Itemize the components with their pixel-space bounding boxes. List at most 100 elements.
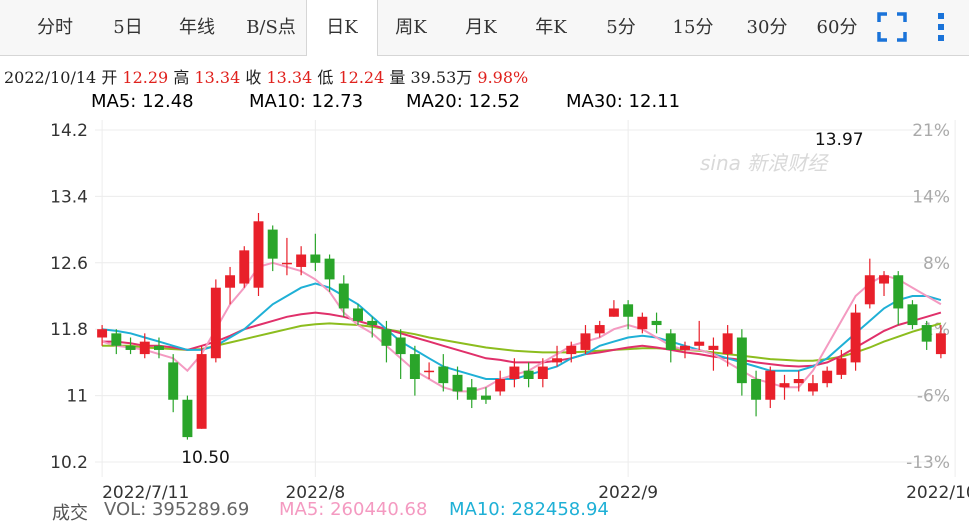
high-value: 13.34 [194,68,241,87]
candle-body [367,320,378,326]
candle-body [111,333,122,346]
candle-body [637,316,648,330]
tab-7[interactable]: 年K [535,17,567,38]
open-label: 开 [101,68,118,87]
x-tick-label: 2022/9 [598,483,658,503]
candle-body [452,374,463,392]
candle-body [552,358,563,363]
candle-body [239,250,250,284]
volume-ma10: MA10: 282458.94 [449,499,609,520]
candle-body [736,337,747,384]
tab-4[interactable]: 日K [306,0,378,56]
quote-date: 2022/10/14 [4,68,97,87]
y-tick-label: 14.2 [50,121,88,141]
pct-tick-label: 8% [923,254,950,274]
tab-1[interactable]: 5日 [113,17,143,38]
candle-body [466,387,477,400]
tab-6[interactable]: 月K [465,17,497,38]
candle-body [125,345,136,350]
volume-value: VOL: 395289.69 [104,499,250,520]
candle-body [836,358,847,375]
candle-body [850,312,861,363]
quote-info-bar: 2022/10/14 开 12.29 高 13.34 收 13.34 低 12.… [4,64,528,88]
tab-8[interactable]: 5分 [606,17,636,38]
candle-body [310,254,321,263]
y-tick-label: 10.2 [50,453,88,473]
extreme-annotation: 13.97 [815,130,864,150]
candle-body [509,366,520,379]
candle-body [665,333,676,350]
candle-body [424,370,435,373]
volume-label: 量 [389,68,406,87]
low-label: 低 [317,68,334,87]
candle-body [694,341,705,346]
high-label: 高 [173,68,190,87]
low-value: 12.24 [338,68,385,87]
x-tick-label: 2022/7/11 [102,483,189,503]
candle-body [225,275,236,288]
candle-body [153,345,164,350]
candle-body [338,283,349,309]
volume-title: 成交 [52,503,88,524]
pct-tick-label: -6% [917,387,950,407]
candle-body [381,329,392,346]
y-tick-label: 11.8 [50,320,88,340]
candle-body [139,341,150,355]
candle-body [608,308,619,317]
candle-body [594,325,605,334]
tab-0[interactable]: 分时 [37,17,73,38]
candle-body [921,325,932,342]
kline-chart[interactable]: 14.2 21%13.4 14%12.6 8%11.8 1%11 -6%10.2 -13%2… [0,110,969,510]
y-tick-label: 13.4 [50,187,88,207]
candle-body [907,304,918,326]
extreme-annotation: 10.50 [181,448,230,468]
candle-body [623,304,634,317]
candle-body [793,379,804,384]
y-tick-label: 12.6 [50,254,88,274]
period-tabs: 分时 5日 年线 B/S点 日K 周K 月K 年K 5分 15分 30分 60分 [0,0,969,56]
candle-body [566,345,577,355]
candle-body [879,275,890,284]
candle-body [438,366,449,384]
tab-2[interactable]: 年线 [179,17,215,38]
ma5-line [101,261,942,393]
ma10-legend: MA10: 12.73 [249,91,364,112]
candle-body [807,383,818,392]
candle-body [168,362,179,400]
close-label: 收 [245,68,262,87]
ma30-legend: MA30: 12.11 [566,91,681,112]
candle-body [935,333,946,355]
volume-value: 39.53万 [410,68,473,87]
candle-body [409,354,420,379]
tab-9[interactable]: 15分 [672,17,714,38]
pct-tick-label: -13% [906,453,950,473]
close-value: 13.34 [266,68,313,87]
tab-10[interactable]: 30分 [746,17,788,38]
pct-tick-label: 14% [912,187,950,207]
y-tick-label: 11 [66,387,88,407]
candle-body [480,395,491,400]
fullscreen-icon[interactable] [877,12,907,42]
candle-body [580,333,591,350]
x-tick-label: 2022/8 [285,483,345,503]
more-vertical-icon[interactable] [935,12,947,42]
candle-body [751,379,762,400]
candle-body [253,221,264,288]
candle-body [651,320,662,326]
candle-body [267,229,278,259]
ma30-line [102,322,942,362]
candle-body [893,275,904,309]
tab-5[interactable]: 周K [395,17,427,38]
open-value: 12.29 [122,68,169,87]
tab-11[interactable]: 60分 [816,17,858,38]
candle-body [822,370,833,384]
candle-body [864,275,875,305]
candle-body [722,333,733,355]
candle-body [779,383,790,388]
candle-body [296,254,307,267]
pct-tick-label: 21% [912,121,950,141]
candle-body [680,345,690,350]
candle-body [182,399,193,438]
tab-3[interactable]: B/S点 [246,17,296,38]
candle-body [97,329,108,338]
